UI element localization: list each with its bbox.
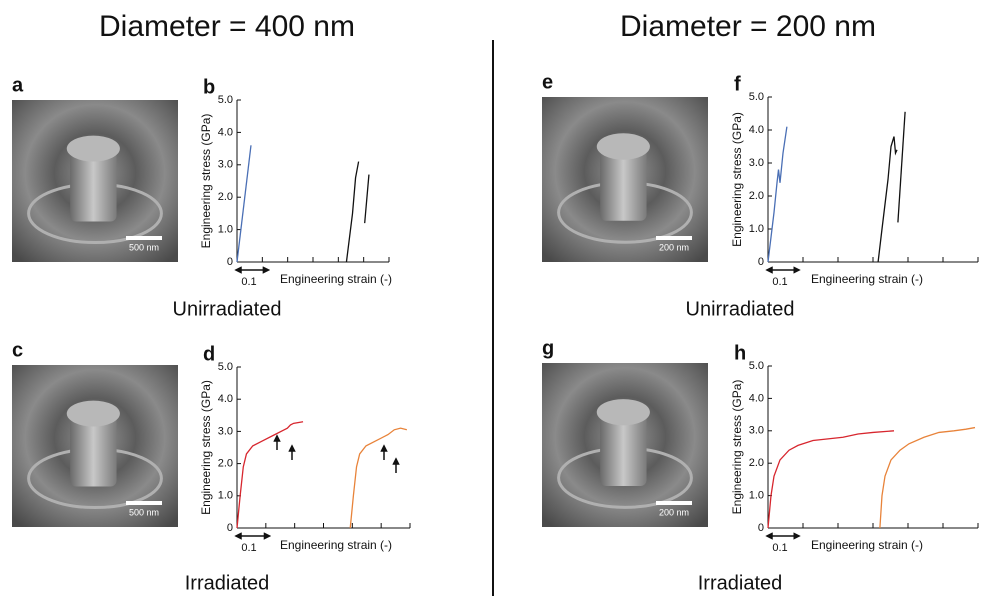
data-line bbox=[897, 111, 906, 223]
sem-pillar-top bbox=[596, 133, 650, 160]
x-axis-label: Engineering strain (-) bbox=[811, 538, 923, 552]
sem-pillar-top bbox=[596, 399, 650, 426]
y-tick-label: 3.0 bbox=[218, 425, 233, 437]
data-line bbox=[236, 145, 252, 263]
scale-bar-label: 500 nm bbox=[129, 507, 159, 517]
heading: Diameter = 400 nm bbox=[99, 10, 355, 43]
y-tick-label: 0 bbox=[758, 256, 764, 268]
x-scale-label: 0.1 bbox=[241, 542, 256, 554]
data-line bbox=[349, 427, 408, 529]
y-tick-label: 1.0 bbox=[218, 224, 233, 236]
condition-label: Irradiated bbox=[698, 572, 783, 594]
data-line bbox=[345, 161, 360, 263]
y-axis-label: Engineering stress (GPa) bbox=[199, 380, 213, 515]
scale-bar-label: 200 nm bbox=[659, 242, 689, 252]
y-tick-label: 1.0 bbox=[749, 490, 764, 502]
y-tick-label: 1.0 bbox=[749, 223, 764, 235]
sem-pillar-top bbox=[66, 400, 120, 427]
x-axis-label: Engineering strain (-) bbox=[811, 272, 923, 286]
condition-label: Unirradiated bbox=[173, 298, 282, 320]
scale-bar bbox=[656, 236, 692, 240]
scale-bar bbox=[126, 236, 162, 240]
data-line bbox=[364, 174, 370, 224]
data-line bbox=[879, 426, 976, 529]
y-axis-label: Engineering stress (GPa) bbox=[730, 380, 744, 515]
x-scale-label: 0.1 bbox=[772, 542, 787, 554]
panel-label: e bbox=[542, 71, 553, 93]
y-axis-label: Engineering stress (GPa) bbox=[730, 112, 744, 247]
sem-pillar bbox=[70, 413, 117, 487]
y-tick-label: 1.0 bbox=[218, 490, 233, 502]
scale-bar-label: 500 nm bbox=[129, 242, 159, 252]
condition-label: Irradiated bbox=[185, 572, 270, 594]
data-line bbox=[877, 136, 898, 263]
y-tick-label: 3.0 bbox=[749, 425, 764, 437]
y-tick-label: 5.0 bbox=[218, 94, 233, 106]
panel-label: h bbox=[734, 342, 746, 364]
panel-label: a bbox=[12, 74, 24, 96]
x-axis-label: Engineering strain (-) bbox=[280, 538, 392, 552]
x-scale-label: 0.1 bbox=[241, 276, 256, 288]
sem-pillar-top bbox=[66, 135, 120, 162]
y-tick-label: 5.0 bbox=[218, 361, 233, 373]
y-tick-label: 4.0 bbox=[749, 392, 764, 404]
condition-label: Unirradiated bbox=[686, 298, 795, 320]
y-tick-label: 5.0 bbox=[749, 91, 764, 103]
y-axis-label: Engineering stress (GPa) bbox=[199, 114, 213, 249]
y-tick-label: 3.0 bbox=[218, 159, 233, 171]
y-tick-label: 4.0 bbox=[218, 393, 233, 405]
panel-label: b bbox=[203, 76, 215, 98]
sem-pillar bbox=[600, 412, 647, 486]
y-tick-label: 4.0 bbox=[218, 126, 233, 138]
scale-bar-label: 200 nm bbox=[659, 507, 689, 517]
data-line bbox=[767, 126, 788, 263]
panel-label: d bbox=[203, 343, 215, 365]
y-tick-label: 5.0 bbox=[749, 360, 764, 372]
y-tick-label: 2.0 bbox=[749, 457, 764, 469]
scale-bar bbox=[126, 501, 162, 505]
x-axis-label: Engineering strain (-) bbox=[280, 272, 392, 286]
y-tick-label: 0 bbox=[758, 522, 764, 534]
y-tick-label: 3.0 bbox=[749, 157, 764, 169]
y-tick-label: 2.0 bbox=[218, 191, 233, 203]
scale-bar bbox=[656, 501, 692, 505]
y-tick-label: 2.0 bbox=[749, 190, 764, 202]
y-tick-label: 2.0 bbox=[218, 458, 233, 470]
panel-label: g bbox=[542, 337, 554, 359]
sem-pillar bbox=[70, 148, 117, 222]
data-line bbox=[767, 430, 895, 529]
x-scale-label: 0.1 bbox=[772, 276, 787, 288]
data-line bbox=[236, 421, 304, 529]
annotation-arrows bbox=[273, 434, 400, 473]
y-tick-label: 0 bbox=[227, 256, 233, 268]
heading: Diameter = 200 nm bbox=[620, 10, 876, 43]
sem-pillar bbox=[600, 146, 647, 221]
y-tick-label: 4.0 bbox=[749, 124, 764, 136]
panel-label: c bbox=[12, 339, 23, 361]
y-tick-label: 0 bbox=[227, 522, 233, 534]
panel-label: f bbox=[734, 73, 741, 95]
